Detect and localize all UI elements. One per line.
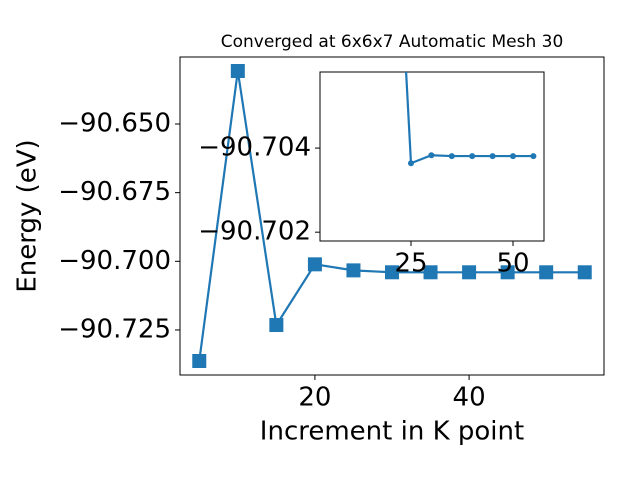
marker [530,153,537,160]
x-tick-label: 50 [496,249,529,279]
marker [423,265,438,280]
series [192,64,592,368]
marker [428,152,435,159]
y-tick-label: −90.650 [58,109,171,139]
marker [489,153,496,160]
marker [385,265,399,280]
y-axis-label: Energy (eV) [13,139,43,292]
marker [500,265,515,280]
x-tick-label: 40 [453,383,486,413]
marker [346,263,361,278]
marker [469,153,476,160]
marker [462,265,477,280]
line [404,72,534,165]
x-tick-label: 25 [394,249,427,279]
marker [192,353,207,368]
x-axis-label: Increment in K point [260,417,524,447]
marker [539,265,554,280]
marker [230,64,245,79]
y-tick-label: −90.675 [58,177,171,207]
y-tick-label: −90.702 [198,217,311,247]
y-tick-label: −90.700 [58,246,171,276]
y-tick-label: −90.704 [198,133,311,163]
y-tick-label: −90.725 [58,314,171,344]
series [404,72,537,167]
marker [269,318,284,333]
marker [307,257,322,272]
marker [448,153,455,160]
marker [407,160,414,167]
x-tick-label: 20 [298,383,331,413]
chart-title: Converged at 6x6x7 Automatic Mesh 30 [221,32,564,52]
marker [509,153,516,160]
marker [577,265,592,280]
